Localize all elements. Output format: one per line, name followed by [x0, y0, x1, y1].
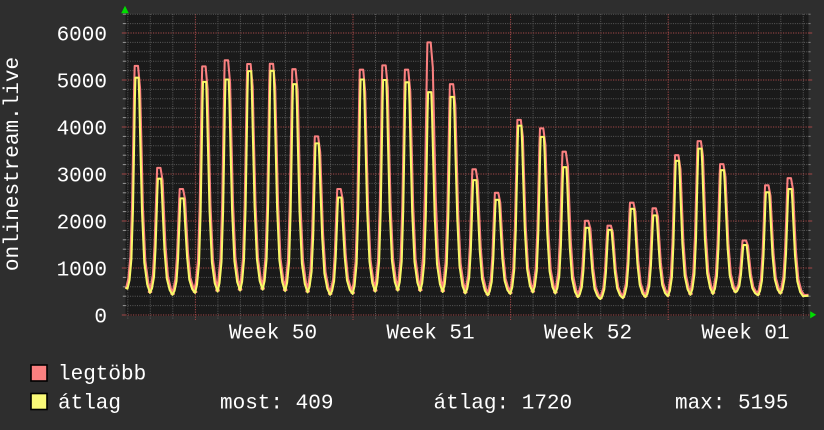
- svg-text:6000: 6000: [57, 25, 107, 48]
- svg-text:most: 409: most: 409: [220, 393, 333, 416]
- svg-text:Week 52: Week 52: [544, 323, 632, 346]
- svg-text:3000: 3000: [57, 166, 107, 189]
- svg-text:2000: 2000: [57, 213, 107, 236]
- svg-text:Week 50: Week 50: [229, 323, 317, 346]
- svg-text:Week 01: Week 01: [701, 323, 789, 346]
- svg-text:1000: 1000: [57, 260, 107, 283]
- svg-text:Week 51: Week 51: [386, 323, 474, 346]
- svg-text:5000: 5000: [57, 72, 107, 95]
- svg-text:4000: 4000: [57, 119, 107, 142]
- svg-text:0: 0: [94, 307, 107, 330]
- svg-text:onlinestream.live: onlinestream.live: [2, 57, 25, 271]
- svg-text:átlag: 1720: átlag: 1720: [434, 393, 573, 416]
- svg-text:max: 5195: max: 5195: [675, 393, 788, 416]
- svg-text:legtöbb: legtöbb: [58, 364, 146, 387]
- svg-text:átlag: átlag: [58, 393, 121, 416]
